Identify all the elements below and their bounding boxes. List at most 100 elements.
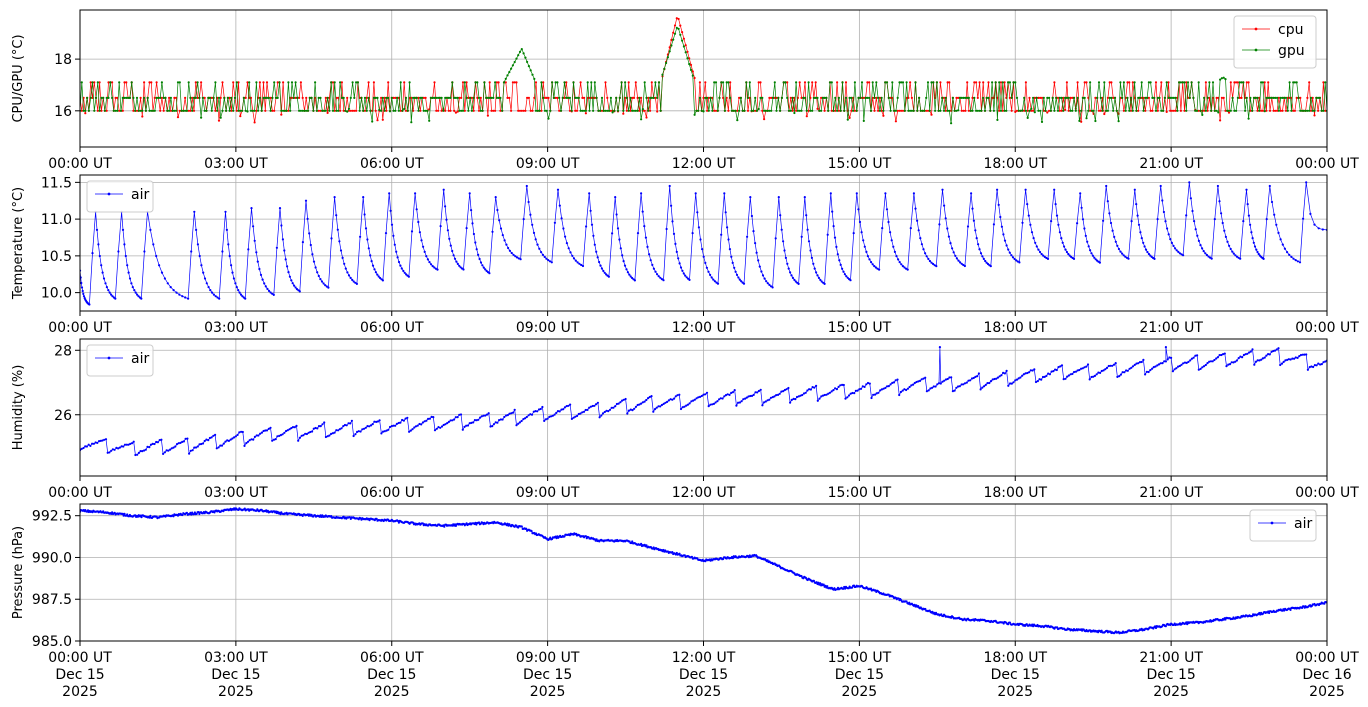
series-air-point [673,397,676,400]
series-cpu-point [962,109,965,112]
series-air-point [539,407,542,411]
series-cpu-point [463,109,466,112]
series-air-point [640,542,643,546]
x-tick-year-label: 2025 [1153,684,1189,700]
series-air-point [879,389,882,392]
series-air-point [1232,252,1235,255]
series-air-point [321,423,324,426]
x-tick-label: 15:00 UT [828,320,892,336]
series-cpu-point [1219,119,1222,122]
series-air-point [530,530,533,533]
series-air-point [482,266,485,269]
series-gpu-point [1313,109,1316,112]
series-cpu-point [1039,96,1042,99]
series-cpu-point [1008,96,1012,99]
series-air-point [704,393,707,396]
series-air-point [852,232,855,235]
series-air-point [906,387,910,390]
series-gpu-point [540,81,543,84]
series-cpu-point [1240,96,1243,99]
series-gpu-point [1017,109,1020,112]
series-gpu-point [1090,109,1093,112]
series-air-point [869,587,873,590]
series-air-point [130,282,133,285]
series-gpu-point [135,96,139,99]
series-gpu-point [634,109,637,112]
series-gpu-point [1277,109,1280,112]
series-gpu-point [1133,81,1136,84]
series-air-point [1272,349,1275,353]
series-air-point [839,263,842,266]
series-cpu-point [816,107,819,110]
series-air-point [160,438,163,441]
series-air-point [645,544,648,547]
series-air-point [593,243,596,246]
x-tick-label: 21:00 UT [1139,485,1203,501]
series-gpu-point [538,109,541,112]
series-air-point [815,384,818,387]
series-air-point [333,196,336,199]
series-air-point [979,252,983,255]
series-cpu-point [273,109,276,112]
series-gpu-point [445,96,449,99]
series-gpu-point [1126,96,1129,99]
series-gpu-point [918,96,921,99]
series-air-point [537,408,541,411]
series-air-point [163,451,166,454]
series-air-point [177,442,180,445]
series-air-point [322,282,325,285]
series-gpu-point [643,81,646,84]
series-gpu-point [859,96,862,99]
series-air-point [1086,363,1090,366]
series-air-point [1270,350,1273,353]
series-cpu-point [517,109,520,112]
series-air-point [563,406,567,409]
series-air-point [679,407,683,411]
series-cpu-point [467,96,470,99]
series-gpu-point [308,96,311,99]
series-air-point [984,383,987,386]
series-cpu-point [896,109,899,112]
legend-box [1233,15,1317,69]
series-air-point [916,219,919,222]
series-air-point [256,260,259,263]
series-gpu-point [852,109,855,112]
series-gpu-point [335,109,338,112]
series-gpu-point [396,96,399,99]
series-air-point [936,383,939,386]
series-air-point [755,251,758,254]
series-cpu-point [492,109,495,112]
series-air-point [1142,241,1145,244]
series-air-point [758,265,761,268]
series-air-point [349,276,352,279]
series-cpu-point [649,109,652,112]
series-air-point [319,514,322,517]
series-air-point [967,379,970,382]
series-gpu-point [843,109,846,112]
series-air-point [1196,234,1199,237]
series-air-point [915,380,918,384]
series-air-point [218,297,221,300]
series-cpu-point [461,81,465,84]
series-air-point [860,387,863,390]
series-air-point [861,385,864,388]
series-air-point [239,293,243,296]
series-air-point [468,192,471,195]
series-air-point [1170,241,1173,244]
series-air-point [919,237,922,240]
series-air-point [361,428,364,431]
series-air-point [683,405,686,408]
series-cpu-point [1322,81,1325,84]
series-cpu-point [526,96,529,99]
series-air-point [981,255,984,258]
series-air-point [148,446,151,449]
series-gpu-point [1213,109,1216,112]
series-gpu-point [362,109,365,112]
series-cpu-point [1308,81,1311,84]
series-gpu-point [1172,96,1175,99]
series-air-point [108,451,111,454]
series-gpu-point [718,96,721,99]
series-gpu-point [1245,96,1248,99]
series-air-point [914,207,917,210]
